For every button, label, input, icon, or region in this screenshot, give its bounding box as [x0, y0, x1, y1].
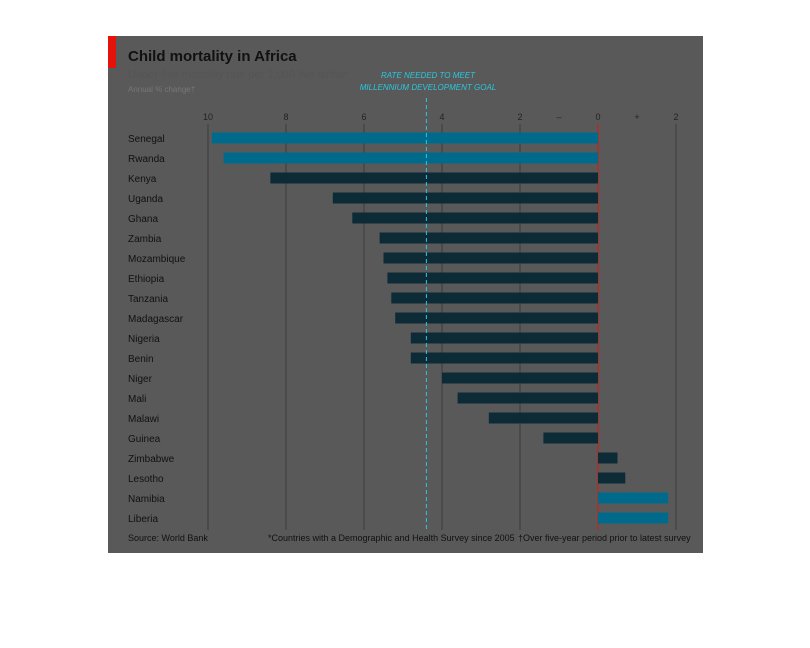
category-label: Mali — [128, 394, 146, 405]
x-tick-label: 4 — [439, 112, 444, 122]
category-label: Liberia — [128, 514, 158, 525]
goal-line-label-line1: RATE NEEDED TO MEET — [381, 71, 475, 80]
x-tick-label: 2 — [517, 112, 522, 122]
goal-line-label-line2: MILLENNIUM DEVELOPMENT GOAL — [359, 83, 497, 92]
category-label: Uganda — [128, 194, 163, 205]
bar — [387, 272, 598, 284]
x-tick-label: 0 — [595, 112, 600, 122]
category-label: Zambia — [128, 234, 162, 245]
bar — [383, 252, 598, 264]
footnote-survey: *Countries with a Demographic and Health… — [268, 533, 515, 543]
brand-red-tab — [108, 36, 116, 68]
bar — [223, 152, 598, 164]
chart-plot-area: 10 8 6 4 2 – 0 +2 Senegal Rwanda Kenya Uganda Ghana Z… — [108, 36, 703, 553]
bar — [598, 512, 669, 524]
bar — [598, 452, 618, 464]
bar — [488, 412, 598, 424]
bar — [379, 232, 598, 244]
bar — [352, 212, 598, 224]
category-label: Benin — [128, 354, 154, 365]
source-note: Source: World Bank — [128, 533, 208, 543]
footnote-period: †Over five-year period prior to latest s… — [518, 533, 691, 543]
category-label: Ethiopia — [128, 274, 165, 285]
axis-unit-label: Annual % change† — [128, 85, 196, 94]
x-tick-label: – — [556, 112, 561, 122]
category-label: Nigeria — [128, 334, 160, 345]
bar — [598, 472, 626, 484]
category-label: Lesotho — [128, 474, 164, 485]
bar — [211, 132, 598, 144]
bar — [457, 392, 598, 404]
bar — [395, 312, 598, 324]
x-tick-label: 6 — [361, 112, 366, 122]
category-label: Tanzania — [128, 294, 168, 305]
category-label: Guinea — [128, 434, 161, 445]
category-label: Senegal — [128, 134, 165, 145]
category-label: Madagascar — [128, 314, 184, 325]
x-tick-label: + — [634, 112, 639, 122]
category-label: Niger — [128, 374, 153, 385]
chart-panel: 10 8 6 4 2 – 0 +2 Senegal Rwanda Kenya Uganda Ghana Z… — [108, 36, 703, 553]
bar — [598, 492, 669, 504]
bar — [442, 372, 598, 384]
x-tick-label: 8 — [283, 112, 288, 122]
category-label: Rwanda — [128, 154, 165, 165]
bar — [543, 432, 598, 444]
category-label: Kenya — [128, 174, 157, 185]
category-label: Zimbabwe — [128, 454, 175, 465]
category-label: Namibia — [128, 494, 165, 505]
bar — [410, 352, 598, 364]
chart-title: Child mortality in Africa — [128, 48, 297, 65]
bar — [332, 192, 598, 204]
category-label: Ghana — [128, 214, 158, 225]
chart-subtitle: Under-five mortality rate per 1,000 live… — [128, 69, 349, 81]
goal-line-label: RATE NEEDED TO MEET MILLENNIUM DEVELOPME… — [348, 70, 508, 94]
x-tick-label: 10 — [203, 112, 213, 122]
category-label: Malawi — [128, 414, 159, 425]
category-label: Mozambique — [128, 254, 186, 265]
bar-chart: 10 8 6 4 2 – 0 +2 Senegal Rwanda Kenya Uganda Ghana Z… — [128, 98, 679, 530]
x-tick-label: 2 — [673, 112, 678, 122]
bar — [391, 292, 598, 304]
bar — [410, 332, 598, 344]
bar — [270, 172, 598, 184]
